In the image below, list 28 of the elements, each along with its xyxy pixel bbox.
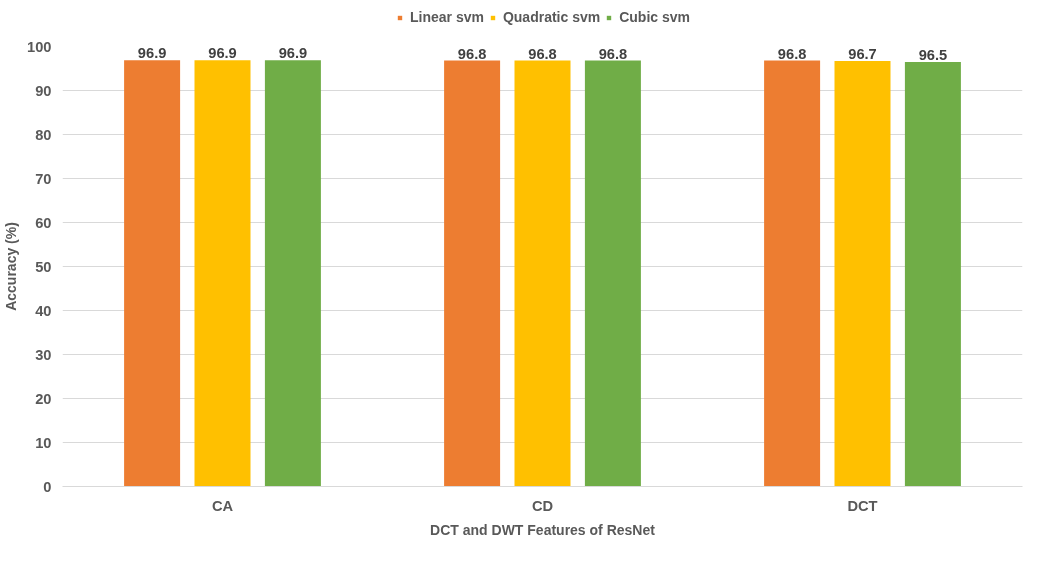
data-label: 96.7 [848, 46, 877, 63]
y-tick-label: 60 [35, 214, 52, 231]
y-tick-label: 80 [35, 126, 52, 143]
data-label: 96.9 [278, 45, 308, 62]
data-label: 96.9 [137, 45, 167, 62]
y-tick-label: 0 [43, 478, 52, 495]
y-tick-label: 10 [35, 434, 52, 451]
legend-label: Quadratic svm [502, 9, 601, 25]
y-tick-label: 50 [35, 258, 52, 275]
legend-label: Cubic svm [619, 9, 691, 25]
y-tick-label: 90 [35, 82, 52, 99]
data-label: 96.8 [598, 45, 628, 62]
data-label: 96.5 [918, 46, 948, 63]
x-axis-title: DCT and DWT Features of ResNet [430, 521, 656, 538]
data-label: 96.8 [777, 45, 807, 62]
y-tick-label: 100 [27, 38, 52, 55]
x-tick-label: CA [211, 497, 234, 514]
y-axis-title: Accuracy (%) [3, 222, 20, 311]
y-tick-label: 70 [35, 170, 52, 187]
y-tick-label: 20 [35, 390, 52, 407]
data-label: 96.8 [528, 45, 557, 62]
x-tick-label: DCT [847, 497, 878, 514]
data-label: 96.8 [457, 45, 487, 62]
y-tick-label: 40 [35, 302, 52, 319]
x-tick-label: CD [531, 497, 554, 514]
legend-label: Linear svm [409, 9, 484, 25]
y-tick-label: 30 [35, 346, 52, 363]
data-label: 96.9 [208, 45, 237, 62]
